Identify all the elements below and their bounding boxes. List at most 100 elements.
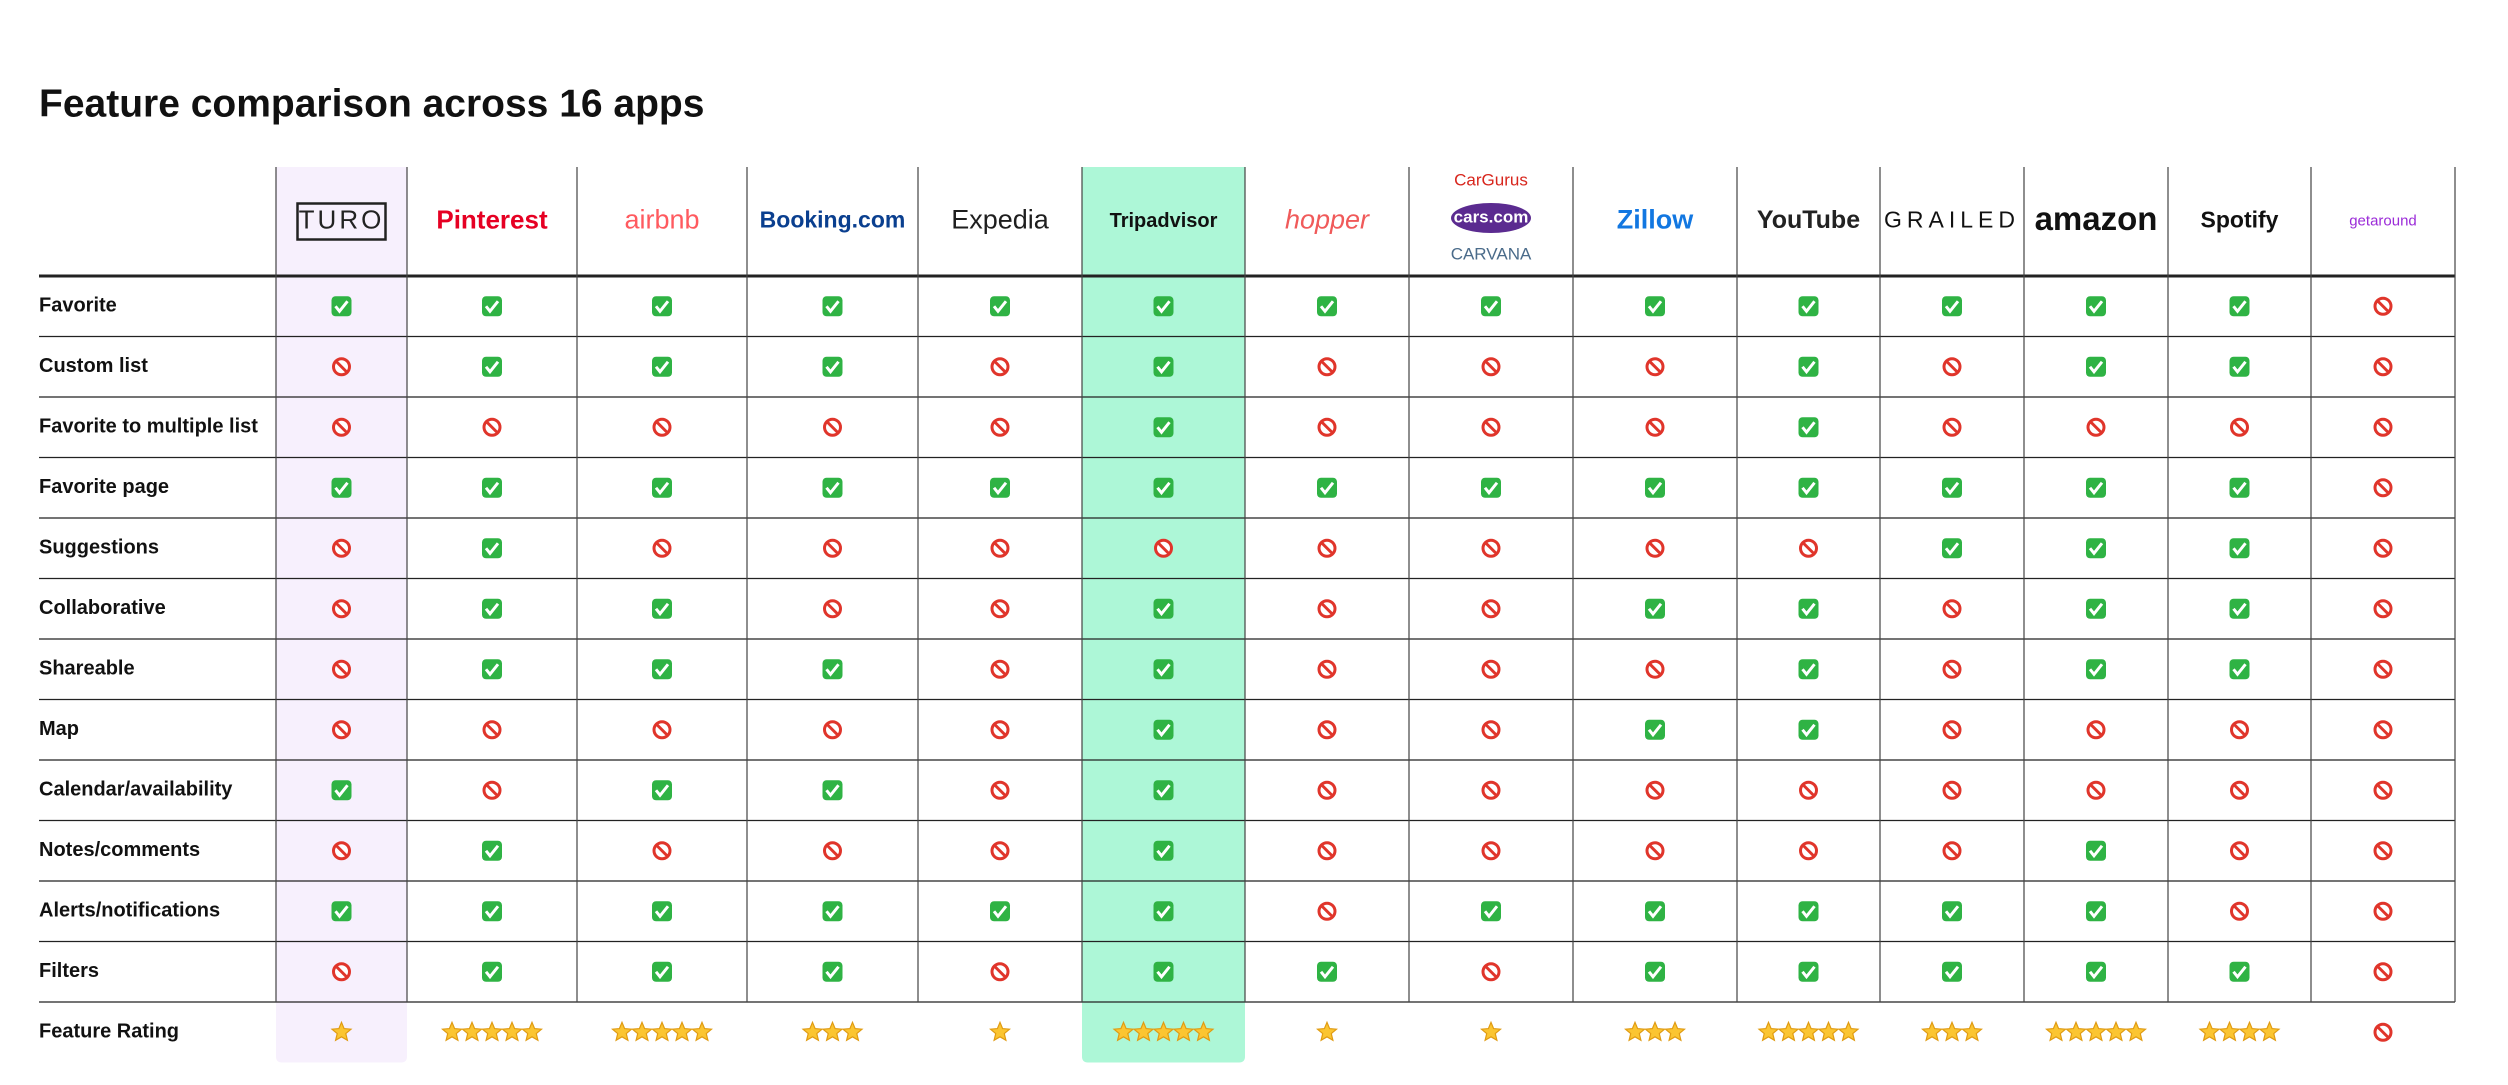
check-mark <box>825 965 840 980</box>
check-box <box>652 961 672 982</box>
check-box <box>2086 477 2106 498</box>
no-slash <box>1484 783 1498 797</box>
star <box>2125 1020 2147 1042</box>
check-mark <box>1801 905 1816 919</box>
no-slash <box>1945 360 1959 374</box>
no-icon <box>2373 962 2393 982</box>
check-mark <box>1319 965 1335 980</box>
check-icon <box>1481 901 1501 922</box>
check-mark <box>825 784 840 798</box>
no-icon <box>2373 659 2393 679</box>
no-slash <box>1320 723 1334 737</box>
check-mark <box>1801 481 1816 496</box>
no-slash <box>2376 662 2390 676</box>
no-icon <box>1942 599 1962 619</box>
no-slash <box>1801 844 1816 858</box>
check-icon <box>652 659 672 680</box>
star <box>1172 1020 1195 1042</box>
check-box <box>1153 296 1174 317</box>
check-mark <box>1944 905 1960 919</box>
check-mark <box>1483 300 1499 314</box>
check-mark <box>1647 905 1663 919</box>
app-name: airbnb <box>624 205 699 235</box>
no-icon <box>1481 357 1501 377</box>
no-slash <box>993 420 1007 434</box>
check-icon <box>990 901 1010 922</box>
no-slash <box>485 783 499 797</box>
check-icon <box>1645 961 1665 982</box>
star <box>2045 1020 2067 1042</box>
check-box <box>2086 296 2106 317</box>
check-icon <box>482 598 502 619</box>
check-mark <box>2232 965 2247 980</box>
check-icon <box>1317 296 1337 317</box>
check-box <box>822 901 843 922</box>
check-mark <box>1801 965 1816 980</box>
check-box <box>652 659 672 680</box>
check-icon <box>1942 296 1962 317</box>
check-mark <box>2232 663 2247 677</box>
no-icon <box>990 538 1010 558</box>
rating-stars <box>1316 1020 1338 1042</box>
no-slash <box>1945 420 1959 434</box>
check-icon <box>1153 719 1174 740</box>
app-name: YouTube <box>1757 206 1860 234</box>
star <box>691 1020 713 1042</box>
check-box <box>990 296 1010 317</box>
app-name: GRAILED <box>1884 207 2020 233</box>
check-mark <box>1483 905 1499 919</box>
check-icon <box>1153 356 1174 377</box>
feature-label: Collaborative <box>39 597 166 619</box>
check-icon <box>2229 659 2250 680</box>
check-box <box>1798 961 1819 982</box>
star <box>801 1020 824 1042</box>
check-mark <box>2088 905 2104 919</box>
rating-stars <box>330 1020 353 1042</box>
star <box>1624 1020 1646 1042</box>
no-icon <box>2230 720 2249 740</box>
check-mark <box>334 300 349 314</box>
rating-stars <box>1921 1020 1983 1042</box>
no-icon <box>1942 720 1962 740</box>
no-icon <box>1317 599 1337 619</box>
no-icon <box>332 841 351 861</box>
check-icon <box>482 477 502 498</box>
feature-label: Custom list <box>39 355 148 377</box>
check-icon <box>1798 598 1819 619</box>
no-slash <box>993 662 1007 676</box>
check-box <box>1645 901 1665 922</box>
check-box <box>1153 477 1174 498</box>
check-mark <box>1156 481 1171 496</box>
check-mark <box>484 481 500 496</box>
no-icon <box>1942 780 1962 800</box>
check-icon <box>1153 417 1174 438</box>
check-icon <box>1942 901 1962 922</box>
star <box>2258 1020 2281 1042</box>
check-icon <box>1153 659 1174 680</box>
check-icon <box>482 659 502 680</box>
no-slash <box>334 844 349 858</box>
check-box <box>1153 417 1174 438</box>
check-mark <box>484 300 500 314</box>
no-icon <box>332 417 351 437</box>
check-icon <box>1645 296 1665 317</box>
check-box <box>1798 477 1819 498</box>
no-icon <box>1317 720 1337 740</box>
check-box <box>1798 719 1819 740</box>
check-mark <box>1156 784 1171 798</box>
check-icon <box>2086 296 2106 317</box>
check-icon <box>822 901 843 922</box>
check-icon <box>652 477 672 498</box>
rating-stars <box>1112 1020 1215 1042</box>
no-slash <box>825 844 840 858</box>
page-title: Feature comparison across 16 apps <box>39 82 704 125</box>
app-name: CARVANA <box>1451 244 1532 263</box>
no-icon <box>482 417 502 437</box>
check-mark <box>654 360 670 375</box>
check-icon <box>2086 961 2106 982</box>
check-mark <box>1944 542 1960 556</box>
check-mark <box>654 965 670 980</box>
check-mark <box>654 300 670 314</box>
check-mark <box>1647 965 1663 980</box>
feature-label: Alerts/notifications <box>39 900 220 922</box>
